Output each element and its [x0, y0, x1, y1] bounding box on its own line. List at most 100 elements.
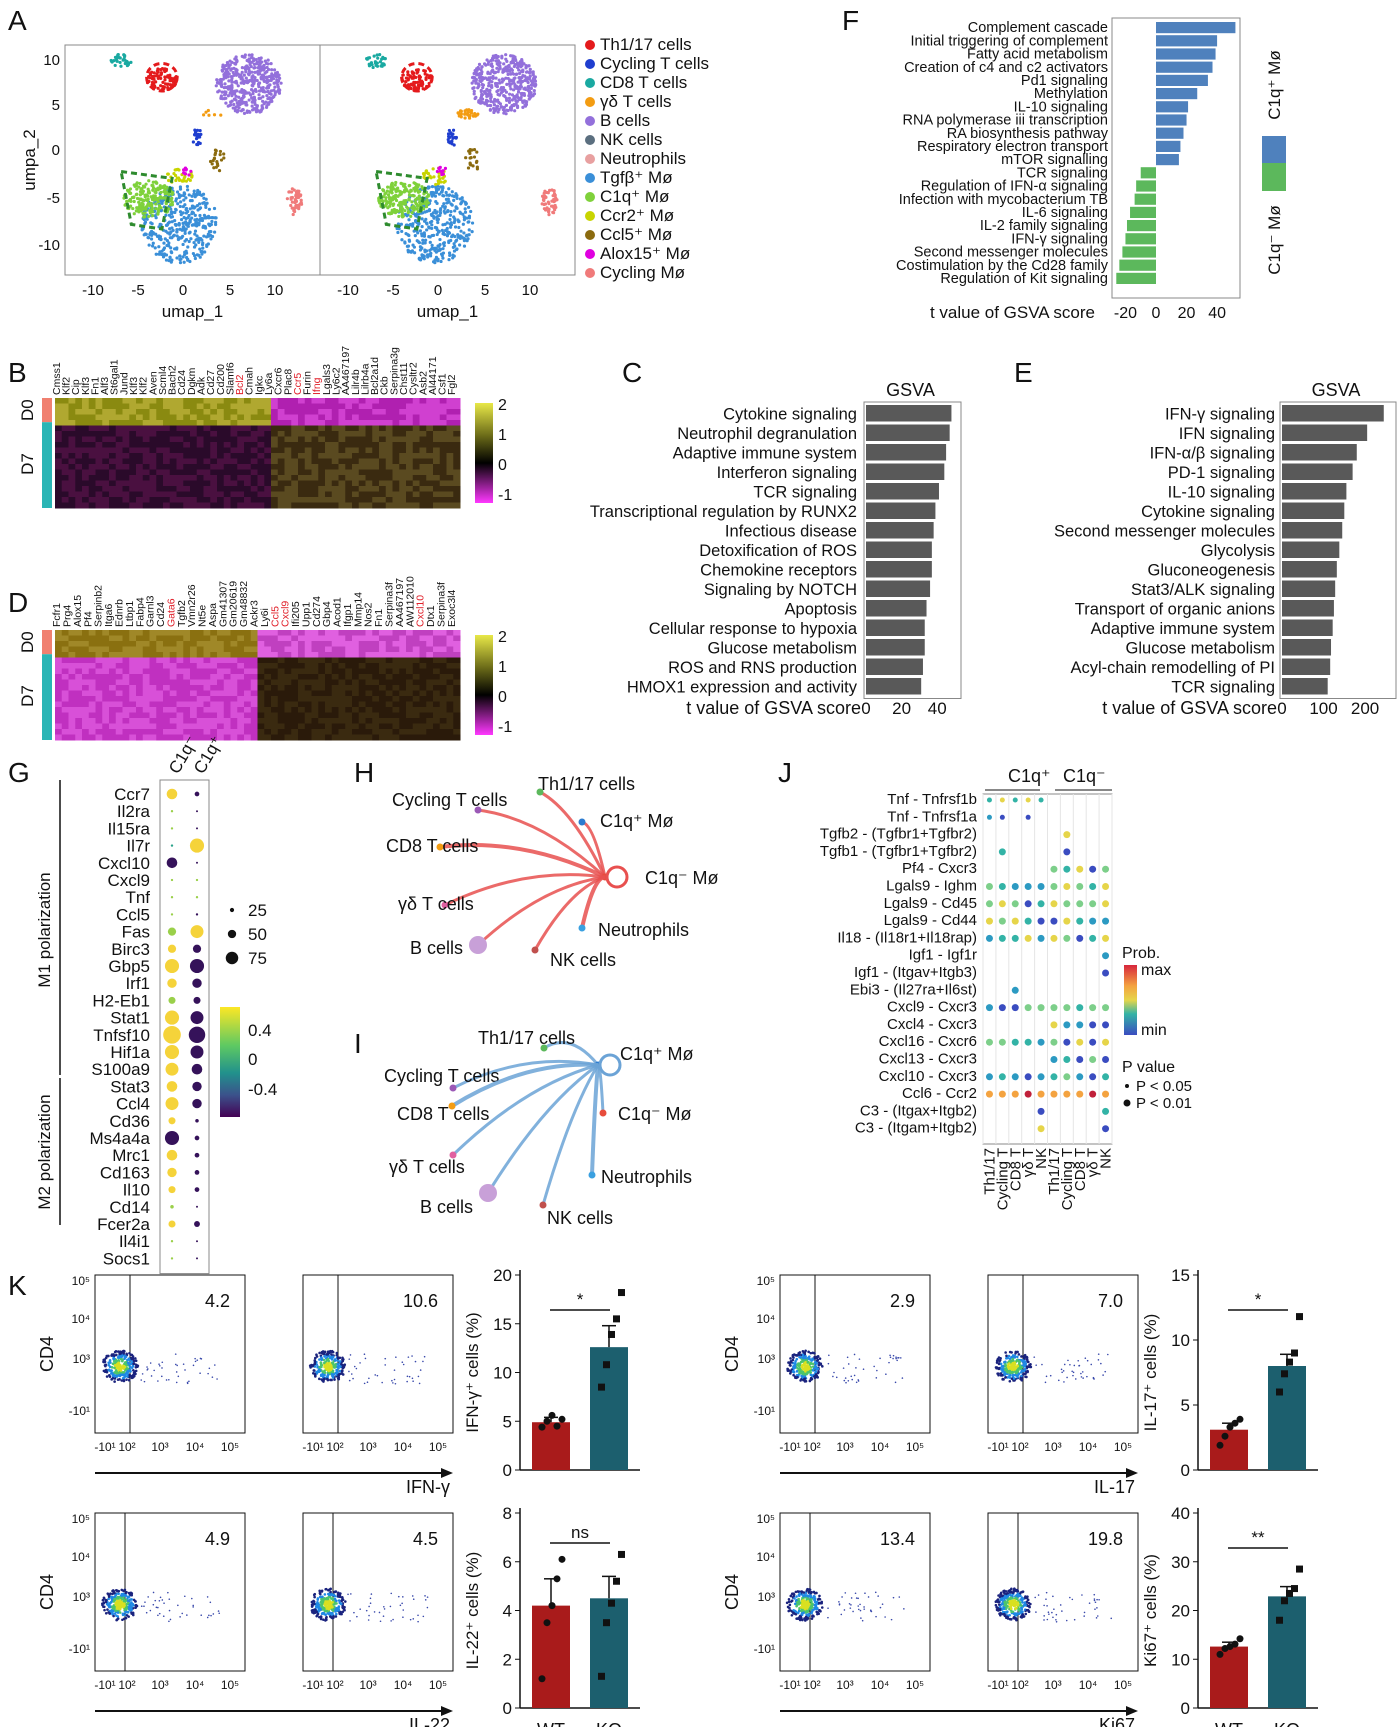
heat-cell: [82, 658, 89, 664]
umap-point: [438, 214, 441, 217]
heat-cell: [447, 420, 454, 426]
umap-point: [512, 103, 515, 106]
heat-cell: [325, 420, 332, 426]
heat-cell: [298, 404, 305, 410]
heat-cell: [372, 431, 379, 437]
heat-cell: [413, 652, 420, 658]
heat-cell: [426, 409, 433, 415]
heat-cell: [170, 420, 177, 426]
heat-cell: [285, 497, 292, 503]
heat-cell: [237, 497, 244, 503]
umap-point: [143, 233, 146, 236]
heat-cell: [55, 647, 62, 653]
umap-point: [485, 58, 488, 61]
heat-cell: [129, 437, 136, 443]
legend-label: C1q⁺ Mø: [1265, 50, 1284, 119]
heat-cell: [298, 464, 305, 470]
heat-cell: [372, 724, 379, 730]
legend-swatch: [585, 249, 595, 259]
heat-cell: [55, 713, 62, 719]
heat-cell: [312, 647, 319, 653]
heat-cell: [96, 630, 103, 636]
heat-cell: [197, 630, 204, 636]
heat-cell: [420, 470, 427, 476]
heat-cell: [251, 696, 258, 702]
heat-cell: [271, 636, 278, 642]
umap-point: [157, 245, 160, 248]
heat-cell: [96, 398, 103, 404]
heat-cell: [123, 426, 130, 432]
heat-cell: [406, 652, 413, 658]
heat-cell: [359, 426, 366, 432]
heat-cell: [339, 702, 346, 708]
umap-point: [441, 186, 444, 189]
heat-cell: [244, 486, 251, 492]
heat-cell: [271, 685, 278, 691]
heat-cell: [366, 718, 373, 724]
bar: [1156, 35, 1217, 46]
heat-cell: [271, 431, 278, 437]
umap-point: [414, 185, 417, 188]
heat-cell: [352, 415, 359, 421]
heat-cell: [217, 431, 224, 437]
heat-cell: [440, 718, 447, 724]
heat-cell: [318, 702, 325, 708]
umap-point: [253, 101, 256, 104]
heat-cell: [204, 486, 211, 492]
umap-point: [418, 78, 421, 81]
bar: [1156, 141, 1180, 152]
heat-cell: [345, 669, 352, 675]
heat-cell: [251, 497, 258, 503]
heat-cell: [170, 437, 177, 443]
heat-cell: [143, 691, 150, 697]
umap-point: [219, 82, 222, 85]
heat-cell: [197, 713, 204, 719]
umap-point: [273, 86, 276, 89]
heat-cell: [231, 426, 238, 432]
heat-cell: [332, 724, 339, 730]
heat-cell: [237, 691, 244, 697]
heat-cell: [339, 630, 346, 636]
heat-cell: [264, 680, 271, 686]
umap-point: [554, 196, 557, 199]
umap-point: [300, 203, 303, 206]
heat-cell: [244, 409, 251, 415]
heat-cell: [102, 647, 109, 653]
umap-point: [493, 99, 496, 102]
umap-point: [489, 109, 492, 112]
umap-point: [520, 92, 523, 95]
umap-point: [163, 75, 166, 78]
legend-label: Ccr2⁺ Mø: [600, 206, 674, 225]
heat-cell: [156, 630, 163, 636]
heat-cell: [163, 636, 170, 642]
umap-point: [154, 191, 157, 194]
heat-cell: [271, 464, 278, 470]
umap-point: [169, 246, 172, 249]
heat-cell: [298, 470, 305, 476]
heat-cell: [352, 724, 359, 730]
heat-cell: [102, 702, 109, 708]
heat-cell: [386, 453, 393, 459]
umap-point: [188, 240, 191, 243]
heat-cell: [62, 426, 69, 432]
heat-cell: [433, 442, 440, 448]
heat-cell: [264, 398, 271, 404]
umap-point: [152, 232, 155, 235]
heat-cell: [75, 486, 82, 492]
heat-cell: [136, 718, 143, 724]
heat-cell: [379, 492, 386, 498]
umap-point: [414, 86, 417, 89]
heat-cell: [325, 426, 332, 432]
heat-cell: [420, 426, 427, 432]
heat-cell: [339, 459, 346, 465]
umap-point: [483, 62, 486, 65]
heat-cell: [89, 431, 96, 437]
heat-cell: [55, 669, 62, 675]
umap-point: [182, 226, 185, 229]
heat-cell: [433, 691, 440, 697]
heat-cell: [386, 475, 393, 481]
heat-cell: [318, 398, 325, 404]
umap-point: [179, 261, 182, 264]
umap-point: [493, 71, 496, 74]
umap-point: [519, 98, 522, 101]
